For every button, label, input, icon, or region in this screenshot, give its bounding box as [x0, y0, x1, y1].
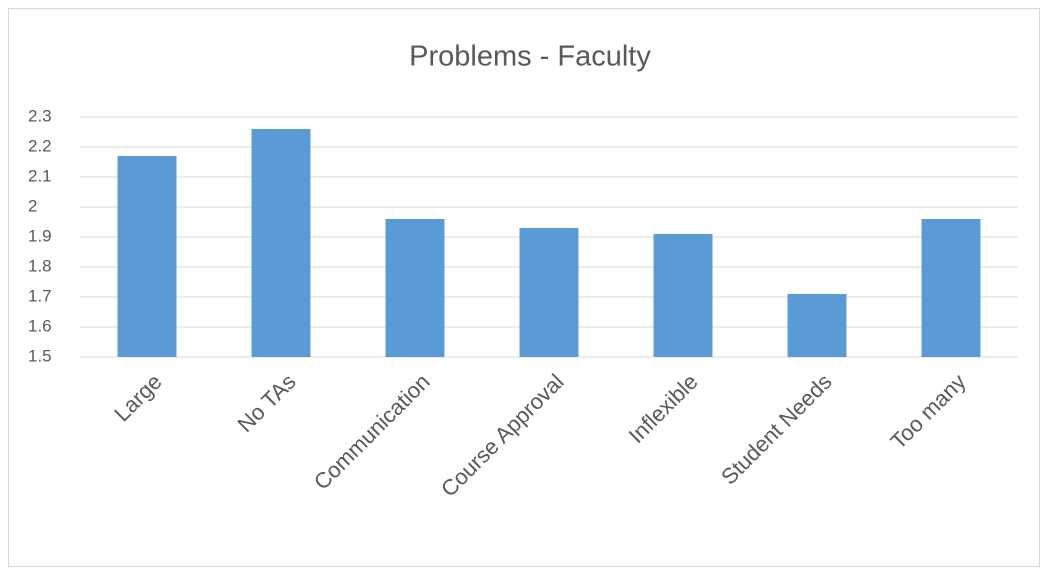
bar [117, 156, 177, 357]
y-tick-label: 2.2 [28, 136, 52, 155]
bar [653, 234, 713, 357]
bar [519, 228, 579, 357]
y-tick-label: 1.6 [28, 316, 52, 335]
y-tick-label: 1.7 [28, 286, 52, 305]
chart-title: Problems - Faculty [409, 41, 651, 73]
y-tick-label: 1.8 [28, 256, 52, 275]
y-tick-label: 2.3 [28, 106, 52, 125]
y-tick-label: 2 [28, 196, 37, 215]
bar [787, 294, 847, 357]
bar [385, 219, 445, 357]
y-tick-label: 1.5 [28, 346, 52, 365]
bar [921, 219, 981, 357]
bar [251, 129, 311, 357]
y-tick-label: 1.9 [28, 226, 52, 245]
y-tick-label: 2.1 [28, 166, 52, 185]
